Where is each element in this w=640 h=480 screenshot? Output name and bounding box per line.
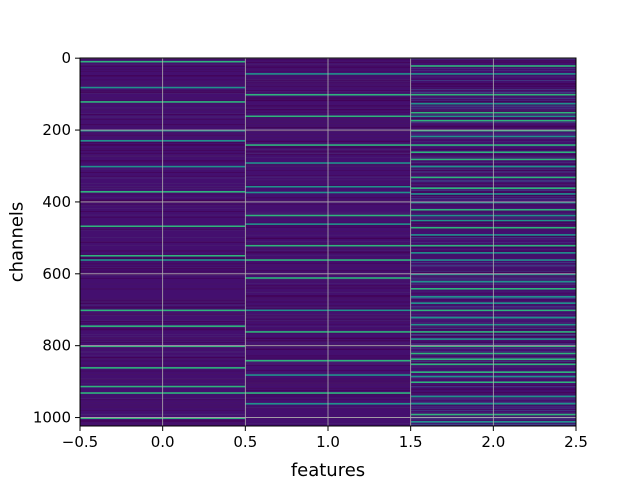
x-tick-label: 1.0 — [316, 433, 340, 451]
x-tick-label: 0.5 — [233, 433, 257, 451]
y-tick-label: 1000 — [33, 409, 71, 427]
y-axis-label: channels — [6, 202, 27, 283]
y-axis-ticks: 0 200 400 600 800 1000 — [33, 49, 80, 427]
x-tick-label: 1.5 — [399, 433, 423, 451]
x-tick-label: 0.0 — [151, 433, 175, 451]
x-tick-label: −0.5 — [62, 433, 98, 451]
y-tick-label: 800 — [42, 337, 71, 355]
y-tick-label: 400 — [42, 193, 71, 211]
y-tick-label: 0 — [61, 49, 71, 67]
x-axis-label: features — [291, 460, 365, 480]
x-tick-label: 2.5 — [564, 433, 588, 451]
x-tick-label: 2.0 — [481, 433, 505, 451]
x-axis-ticks: −0.5 0.0 0.5 1.0 1.5 2.0 2.5 — [62, 426, 588, 451]
y-tick-label: 200 — [42, 121, 71, 139]
y-tick-label: 600 — [42, 265, 71, 283]
